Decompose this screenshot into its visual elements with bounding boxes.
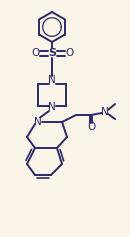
Text: N: N [48,102,56,112]
Text: O: O [87,122,95,132]
Text: N: N [34,117,42,127]
Text: N: N [48,75,56,85]
Text: N: N [101,107,109,117]
Text: O: O [65,48,73,58]
Text: O: O [31,48,39,58]
Text: S: S [48,48,56,58]
